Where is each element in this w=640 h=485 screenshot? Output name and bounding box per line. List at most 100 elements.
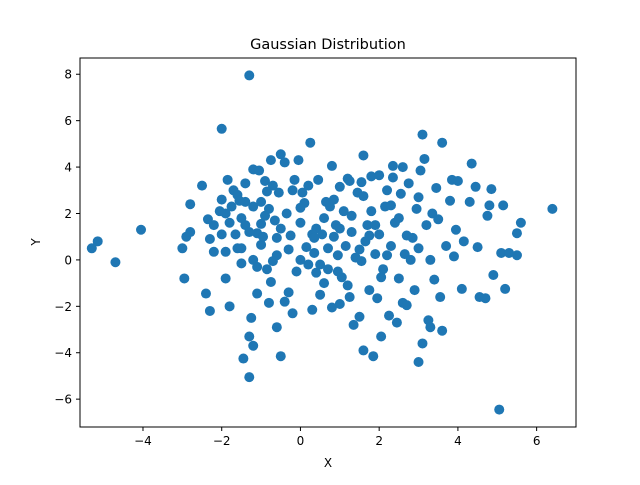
data-point [86,243,97,254]
data-point [511,250,522,261]
data-point [415,165,426,176]
data-point [263,297,274,308]
data-point [464,196,475,207]
data-point [275,351,286,362]
x-tick-label: 4 [454,434,462,448]
data-point [458,236,469,247]
data-point [295,217,306,228]
data-point [419,153,430,164]
data-point [374,170,385,181]
data-point [366,171,377,182]
data-point [291,266,302,277]
data-point [295,254,306,265]
data-point [433,214,444,225]
data-point [244,331,255,342]
data-point [338,206,349,217]
data-point [466,158,477,169]
data-point [200,288,211,299]
data-point [293,155,304,166]
data-point [346,227,357,238]
data-point [285,230,296,241]
data-point [494,404,505,415]
data-point [382,185,393,196]
data-point [437,325,448,336]
y-tick-label: 2 [64,207,72,221]
data-point [136,224,147,235]
data-point [319,213,330,224]
data-point [224,301,235,312]
data-point [332,250,343,261]
y-axis-label: Y [29,238,43,247]
data-point [484,200,495,211]
data-point [222,174,233,185]
data-point [354,244,365,255]
data-point [185,227,196,238]
data-point [179,273,190,284]
data-point [303,180,314,191]
data-point [287,308,298,319]
data-point [385,240,396,251]
data-point [385,200,396,211]
data-point [110,257,121,268]
x-tick-label: 2 [375,434,383,448]
data-point [417,129,428,140]
y-axis-ticks: −6 −4 −2 0 2 4 6 8 [54,68,80,407]
data-point [393,213,404,224]
data-point [303,259,314,270]
data-point [258,231,269,242]
data-point [441,240,452,251]
data-point [260,176,271,186]
x-tick-label: −4 [134,434,152,448]
data-point [482,210,493,221]
data-point [315,289,326,300]
y-tick-label: 8 [64,68,72,82]
data-point [252,261,263,272]
data-point [185,199,196,210]
data-point [547,203,558,214]
data-point [382,250,393,261]
data-point [224,217,235,228]
data-point [317,229,328,240]
data-point [391,317,402,328]
y-tick-label: 6 [64,114,72,128]
data-point [287,185,298,196]
data-point [226,201,237,212]
data-point [275,149,286,160]
y-tick-label: −2 [54,300,72,314]
data-point [397,162,408,173]
data-point [265,155,276,166]
data-point [356,256,367,267]
data-point [409,285,420,296]
data-point [307,304,318,315]
data-point [472,242,483,253]
y-tick-label: 4 [64,161,72,175]
data-point [328,194,339,205]
data-point [417,338,428,349]
data-point [470,181,481,192]
chart-title: Gaussian Distribution [250,37,406,53]
data-point [208,246,219,257]
data-point [326,160,337,171]
data-point [271,232,282,243]
data-point [252,288,263,299]
data-point [437,137,448,148]
data-point [368,351,379,362]
data-point [387,172,398,183]
data-point [364,285,375,296]
data-point [480,293,491,304]
data-point [413,243,424,254]
data-point [263,203,274,214]
data-point [445,195,456,206]
data-point [204,234,215,245]
data-point [511,228,522,239]
data-point [256,239,267,250]
data-point [401,300,412,311]
data-point [340,240,351,251]
data-point [376,331,387,342]
data-point [248,201,259,212]
data-point [244,372,255,383]
data-point [378,264,389,275]
data-point [273,187,284,198]
data-point [348,319,359,330]
data-point [236,243,247,254]
